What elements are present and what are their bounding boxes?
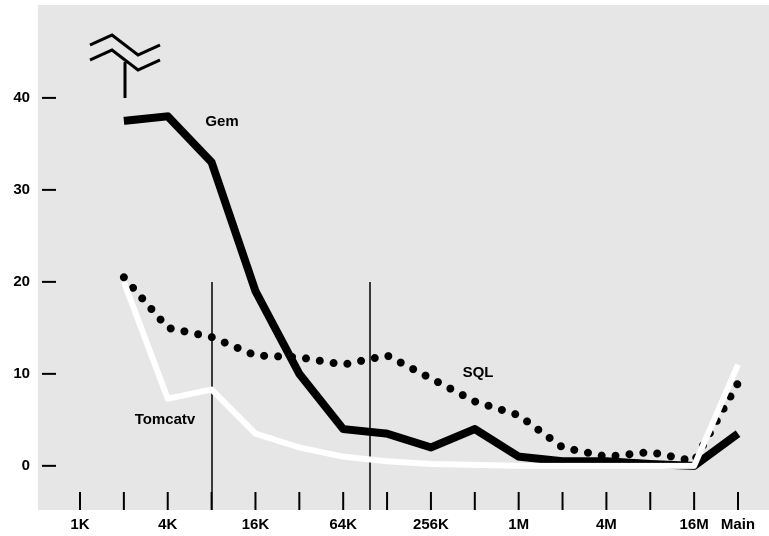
x-tick-label: 64K — [329, 516, 357, 533]
y-tick-label: 20 — [13, 273, 30, 290]
series-label: Tomcatv — [135, 411, 196, 428]
series-line — [121, 280, 741, 469]
marks — [119, 112, 742, 470]
plot-area — [38, 5, 769, 510]
x-tick-label: 4K — [158, 516, 177, 533]
y-tick-label: 40 — [13, 89, 30, 106]
axis-break — [89, 33, 161, 98]
series-line — [119, 273, 742, 466]
y-tick-label: 30 — [13, 181, 30, 198]
x-tick-label: 256K — [413, 516, 449, 533]
x-tick-label: 1M — [508, 516, 529, 533]
series-label: Gem — [205, 113, 238, 130]
x-tick-label: 4M — [596, 516, 617, 533]
x-tick-label: 16K — [242, 516, 270, 533]
x-tick-label: 16M — [680, 516, 709, 533]
series-label: SQL — [463, 364, 494, 381]
y-tick-label: 0 — [22, 457, 30, 474]
y-tick-label: 10 — [13, 365, 30, 382]
x-tick-label: Main — [721, 516, 755, 533]
x-tick-label: 1K — [70, 516, 89, 533]
